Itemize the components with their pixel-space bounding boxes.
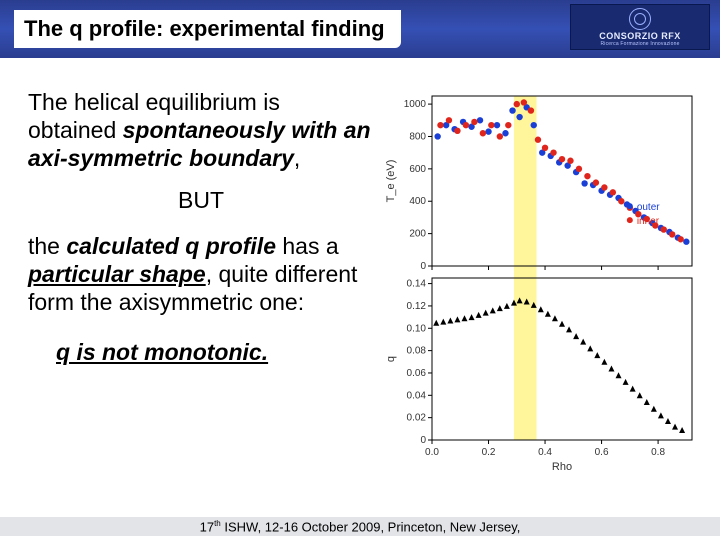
svg-text:0.4: 0.4 — [538, 447, 552, 458]
svg-text:0.8: 0.8 — [651, 447, 665, 458]
svg-text:0.06: 0.06 — [407, 368, 427, 379]
paragraph-1: The helical equilibrium is obtained spon… — [28, 88, 374, 172]
consorzio-rfx-logo: CONSORZIO RFX Ricerca Formazione Innovaz… — [570, 4, 710, 50]
svg-text:800: 800 — [409, 131, 426, 142]
content-area: The helical equilibrium is obtained spon… — [0, 58, 720, 473]
svg-text:1000: 1000 — [404, 99, 427, 110]
svg-text:400: 400 — [409, 196, 426, 207]
footer-sup: th — [214, 519, 221, 528]
svg-text:0.04: 0.04 — [407, 390, 427, 401]
chart-column: 0 200 400 600 800 1000 T_e (eV) outer inner 0 0.02… — [380, 88, 700, 473]
svg-text:200: 200 — [409, 229, 426, 240]
svg-text:q: q — [385, 356, 397, 362]
footer: 17th ISHW, 12-16 October 2009, Princeton… — [0, 517, 720, 536]
paragraph-2: the calculated q profile has a particula… — [28, 232, 374, 316]
svg-text:0.02: 0.02 — [407, 413, 427, 424]
stacked-chart: 0 200 400 600 800 1000 T_e (eV) outer inner 0 0.02… — [380, 88, 700, 473]
svg-text:inner: inner — [637, 216, 660, 227]
svg-text:0.08: 0.08 — [407, 346, 427, 357]
svg-text:Rho: Rho — [552, 461, 572, 473]
slide-title: The q profile: experimental finding — [14, 10, 401, 48]
svg-text:0.2: 0.2 — [482, 447, 496, 458]
paragraph-3: q is not monotonic. — [56, 338, 374, 366]
para2-b: calculated q profile — [66, 233, 276, 259]
logo-text: CONSORZIO RFX — [599, 31, 681, 41]
logo-subtext: Ricerca Formazione Innovazione — [600, 41, 679, 47]
svg-text:0.14: 0.14 — [407, 279, 427, 290]
para1-tail: , — [294, 145, 300, 171]
svg-text:0.12: 0.12 — [407, 301, 427, 312]
logo-icon — [629, 8, 651, 30]
para2-c: has a — [276, 233, 339, 259]
svg-text:T_e (eV): T_e (eV) — [385, 160, 397, 203]
svg-text:0.6: 0.6 — [595, 447, 609, 458]
header-bar: The q profile: experimental finding CONS… — [0, 0, 720, 58]
svg-text:0: 0 — [420, 261, 426, 272]
para2-a: the — [28, 233, 66, 259]
but-line: BUT — [28, 186, 374, 214]
svg-text:0.10: 0.10 — [407, 323, 427, 334]
footer-rest: ISHW, 12-16 October 2009, Princeton, New… — [221, 519, 521, 534]
text-column: The helical equilibrium is obtained spon… — [28, 88, 380, 473]
svg-text:0.0: 0.0 — [425, 447, 439, 458]
footer-pre: 17 — [200, 519, 214, 534]
svg-text:600: 600 — [409, 164, 426, 175]
svg-text:outer: outer — [637, 202, 660, 213]
svg-text:0: 0 — [420, 435, 426, 446]
para2-d: particular shape — [28, 261, 206, 287]
